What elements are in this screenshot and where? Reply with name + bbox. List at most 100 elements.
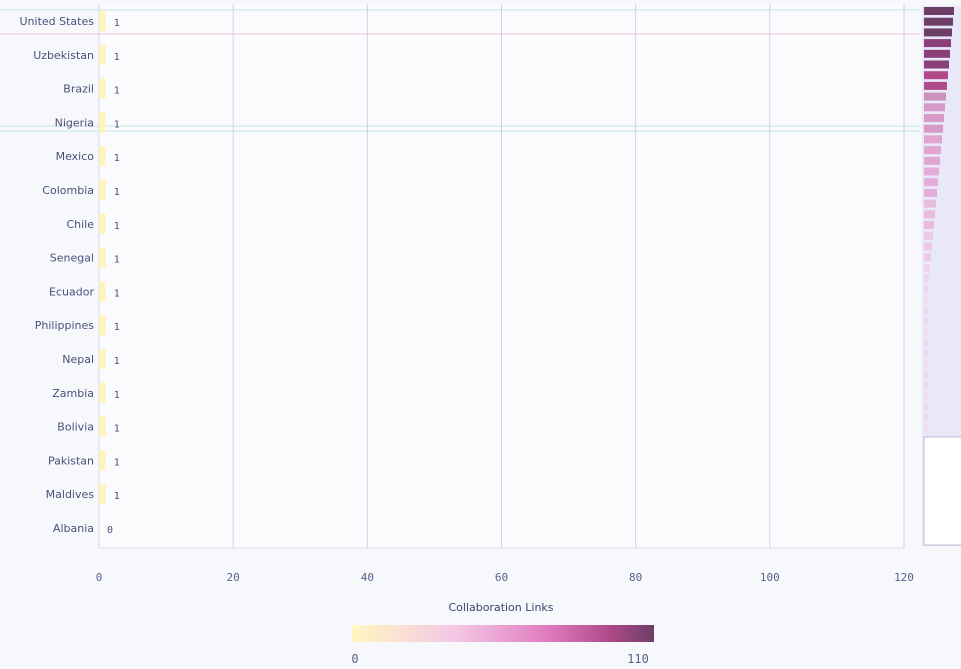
color-scale-bar [352,625,654,642]
x-tick-label: 60 [495,571,508,584]
mini-bar [924,210,935,219]
value-label: 1 [114,322,120,333]
category-label: Colombia [42,184,94,197]
mini-bar [924,424,928,433]
category-label: Chile [66,218,94,231]
bar [99,315,106,336]
mini-bar [924,28,952,37]
mini-bar [924,92,946,101]
value-labels: 1 1 1 1 1 1 1 1 1 1 1 1 1 1 1 0 [107,18,120,536]
category-label: Brazil [63,83,94,96]
mini-bar [924,221,934,229]
mini-bar [924,285,928,294]
mini-bar [924,381,928,390]
mini-bar [924,124,943,133]
value-label: 1 [114,153,120,164]
bar [99,484,106,505]
mini-bar [924,146,941,155]
value-label: 1 [114,119,120,130]
x-axis-title: Collaboration Links [448,601,553,614]
x-tick-label: 0 [96,571,103,584]
mini-bar [924,103,945,112]
value-label: 0 [107,525,113,536]
value-label: 1 [114,187,120,198]
mini-bar [924,253,931,262]
x-tick-label: 40 [361,571,374,584]
color-scale-max-label: 110 [627,652,649,666]
value-label: 1 [114,457,120,468]
mini-bar [924,178,938,187]
mini-bar [924,242,932,251]
x-tick-label: 80 [629,571,642,584]
category-label: Philippines [35,319,95,332]
value-label: 1 [114,390,120,401]
bar [99,112,106,133]
value-label: 1 [114,86,120,97]
bar [99,146,106,167]
mini-bar [924,81,947,90]
mini-bar [924,17,953,26]
mini-bar [924,370,928,379]
value-label: 1 [114,491,120,502]
mini-bar [924,167,939,176]
bar [99,450,106,471]
mini-bar [924,413,928,422]
mini-panel-box [923,436,961,546]
bar [99,349,106,369]
mini-bar [924,49,950,58]
mini-bar [924,349,928,358]
value-label: 1 [114,255,120,266]
category-label: Maldives [46,488,95,501]
mini-bar [924,317,928,326]
mini-bar [924,60,949,69]
category-label: Senegal [50,252,94,265]
bar [99,281,106,302]
x-tick-label: 20 [227,571,240,584]
mini-bar [924,306,928,315]
bar [99,44,106,65]
mini-bar [924,328,928,336]
category-label: Uzbekistan [33,49,94,62]
value-label: 1 [114,288,120,299]
bar [99,247,106,268]
category-labels: United States Uzbekistan Brazil Nigeria Mexi… [20,15,95,535]
category-label: Pakistan [48,454,94,467]
bars [99,11,106,505]
category-label: Mexico [56,150,95,163]
bar [99,382,106,403]
mini-bar [924,360,928,369]
mini-bar [924,338,928,347]
mini-bar [924,156,940,165]
mini-bar [924,263,930,272]
mini-bar [924,188,937,197]
category-label: United States [20,15,95,28]
mini-bars [924,7,954,433]
x-tick-label: 120 [894,571,914,584]
category-label: Ecuador [49,285,94,298]
value-label: 1 [114,221,120,232]
mini-bar [924,295,928,304]
x-tick-label: 100 [760,571,780,584]
color-scale-min-label: 0 [351,652,358,666]
bar [99,180,106,200]
bar [99,213,106,234]
mini-bar [924,274,929,283]
category-label: Nigeria [55,116,94,129]
category-label: Zambia [52,387,94,400]
value-label: 1 [114,356,120,367]
mini-bar [924,39,951,48]
category-label: Nepal [62,353,94,366]
mini-bar [924,135,942,144]
mini-bar [924,71,948,80]
x-tick-labels: 0 20 40 60 80 100 120 [96,571,914,584]
category-label: Albania [53,522,94,535]
bar [99,11,106,31]
mini-bar [924,114,944,122]
mini-bar [924,402,928,411]
value-label: 1 [114,52,120,63]
mini-bar [924,199,936,208]
mini-panel [922,6,961,546]
color-scale: 0 110 [351,625,654,666]
x-gridlines [98,4,905,549]
